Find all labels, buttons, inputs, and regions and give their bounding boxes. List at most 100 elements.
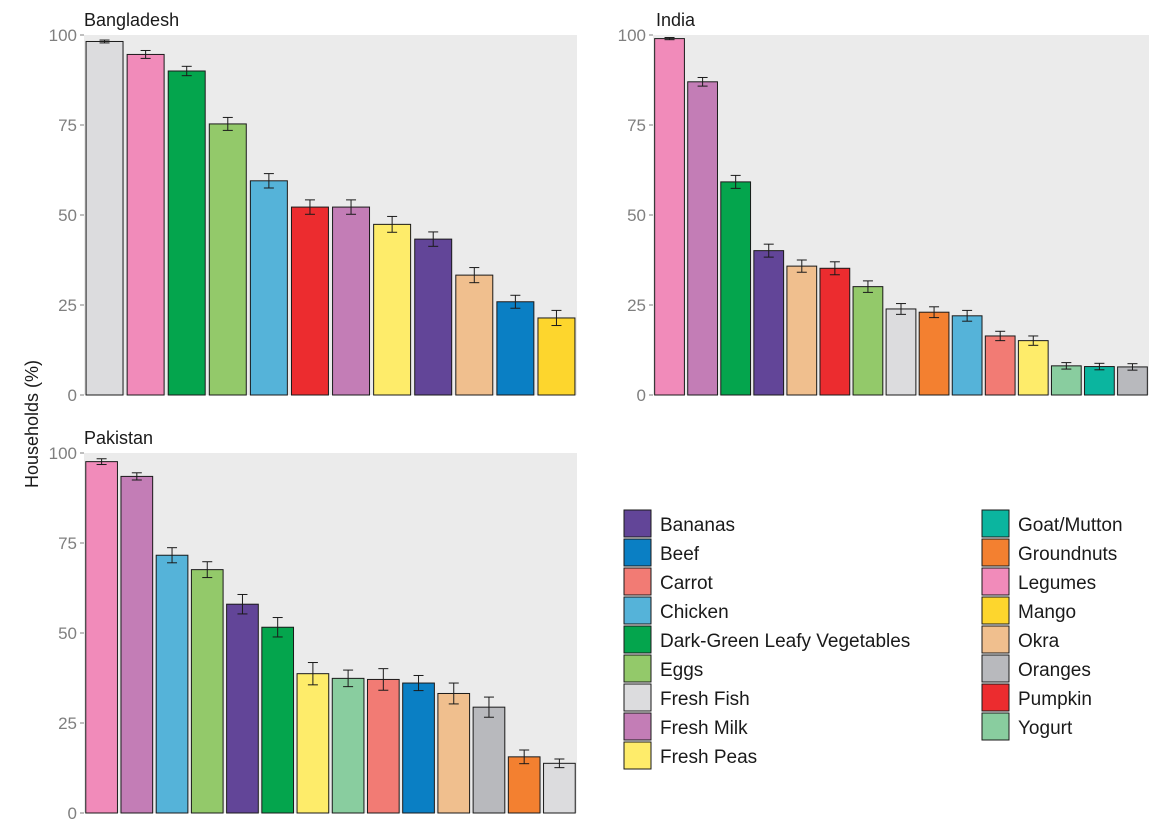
error-bar-okra	[448, 682, 459, 705]
y-tick-label: 75	[58, 534, 77, 553]
legend-swatch	[981, 538, 1010, 567]
legend-swatch	[623, 538, 652, 567]
bar-carrot	[984, 335, 1016, 396]
error-bar-fresh-milk	[131, 472, 142, 481]
y-axis-label: Households (%)	[22, 360, 42, 488]
bar-fresh-fish	[85, 40, 124, 396]
bar-okra	[455, 274, 494, 396]
error-bar-carrot	[995, 330, 1006, 342]
legend-swatch	[981, 625, 1010, 654]
bar-groundnuts	[507, 756, 541, 814]
panel-pakistan: Pakistan 0 25 50 75 100	[49, 428, 577, 819]
y-tick-label: 100	[49, 444, 77, 463]
error-bar-legumes	[96, 458, 107, 466]
error-bar-groundnuts	[519, 749, 530, 765]
legend-label: Carrot	[660, 573, 714, 594]
legend-label: Beef	[660, 544, 700, 565]
legend-item-chicken: Chicken	[623, 596, 729, 625]
legend-swatch	[981, 712, 1010, 741]
legend-item-legumes: Legumes	[981, 567, 1096, 596]
bar-yogurt	[331, 677, 365, 814]
legend-label: Oranges	[1018, 660, 1091, 681]
y-tick-label: 25	[58, 296, 77, 315]
bar-yogurt	[1050, 365, 1082, 396]
legend-label: Okra	[1018, 631, 1060, 652]
legend-item-okra: Okra	[981, 625, 1060, 654]
legend-swatch	[623, 741, 652, 770]
error-bar-bananas	[237, 593, 248, 615]
legend-item-beef: Beef	[623, 538, 700, 567]
legend-item-fresh-fish: Fresh Fish	[623, 683, 750, 712]
bar-pumpkin	[819, 267, 851, 396]
bar-fresh-milk	[120, 475, 154, 814]
bar-groundnuts	[918, 311, 950, 396]
bar-legumes	[85, 461, 118, 814]
y-tick-label: 50	[58, 624, 77, 643]
error-bar-mango	[551, 309, 562, 327]
chart-panels: Bangladesh0255075100India0255075100Pakis…	[49, 10, 1149, 819]
y-tick-label: 25	[58, 714, 77, 733]
bar-pumpkin	[290, 206, 329, 396]
error-bar-pumpkin	[304, 199, 315, 215]
error-bar-fresh-milk	[697, 76, 708, 87]
legend-swatch	[981, 509, 1010, 538]
error-bar-chicken	[263, 173, 274, 189]
error-bar-goat-mutton	[1094, 362, 1105, 371]
bar-dark-green-leafy-vegetables	[167, 70, 206, 396]
legend-item-yogurt: Yogurt	[981, 712, 1073, 741]
legend-swatch	[623, 683, 652, 712]
bar-bananas	[226, 603, 259, 814]
legend-item-groundnuts: Groundnuts	[981, 538, 1117, 567]
error-bar-carrot	[378, 668, 389, 691]
bar-goat-mutton	[1084, 366, 1115, 396]
error-bar-beef	[510, 294, 521, 309]
error-bar-eggs	[862, 280, 873, 293]
y-tick-label: 50	[627, 206, 646, 225]
error-bar-chicken	[962, 309, 973, 322]
bar-fresh-fish	[885, 308, 917, 396]
legend-swatch	[623, 625, 652, 654]
error-bar-fresh-fish	[99, 39, 110, 44]
error-bar-dark-green-leafy-vegetables	[730, 174, 741, 189]
legend-label: Goat/Mutton	[1018, 515, 1123, 536]
legend-item-eggs: Eggs	[623, 654, 703, 683]
error-bar-beef	[413, 674, 424, 692]
legend-item-goat-mutton: Goat/Mutton	[981, 509, 1123, 538]
bar-mango	[537, 317, 576, 396]
y-tick-label: 50	[58, 206, 77, 225]
legend-item-bananas: Bananas	[623, 509, 735, 538]
panel-title: Bangladesh	[84, 10, 179, 30]
bar-beef	[496, 301, 535, 396]
panel-title: Pakistan	[84, 428, 153, 448]
legend-item-fresh-peas: Fresh Peas	[623, 741, 757, 770]
legend-swatch	[623, 712, 652, 741]
bar-oranges	[472, 706, 506, 814]
legend-label: Pumpkin	[1018, 689, 1092, 710]
y-tick-label: 100	[49, 26, 77, 45]
legend-swatch	[981, 567, 1010, 596]
bar-fresh-peas	[296, 673, 330, 814]
error-bar-bananas	[428, 231, 439, 247]
error-bar-eggs	[222, 116, 233, 131]
legend-swatch	[623, 567, 652, 596]
error-bar-oranges	[483, 696, 494, 718]
error-bar-legumes	[140, 49, 151, 59]
legend-item-fresh-milk: Fresh Milk	[623, 712, 748, 741]
legend-item-mango: Mango	[981, 596, 1076, 625]
bar-beef	[402, 682, 435, 814]
y-tick-label: 75	[58, 116, 77, 135]
legend-swatch	[623, 509, 652, 538]
bar-dark-green-leafy-vegetables	[261, 626, 295, 814]
error-bar-chicken	[167, 547, 178, 564]
bar-fresh-milk	[332, 206, 371, 396]
bar-chicken	[155, 554, 189, 814]
bar-bananas	[414, 238, 453, 396]
error-bar-fresh-fish	[896, 303, 906, 315]
error-bar-fresh-peas	[1028, 335, 1039, 346]
legend-label: Bananas	[660, 515, 735, 536]
bar-fresh-peas	[1017, 340, 1049, 396]
legend-label: Fresh Milk	[660, 718, 748, 739]
legend-label: Groundnuts	[1018, 544, 1117, 565]
panel-bangladesh: Bangladesh 0 25 50 75 100	[49, 10, 577, 405]
